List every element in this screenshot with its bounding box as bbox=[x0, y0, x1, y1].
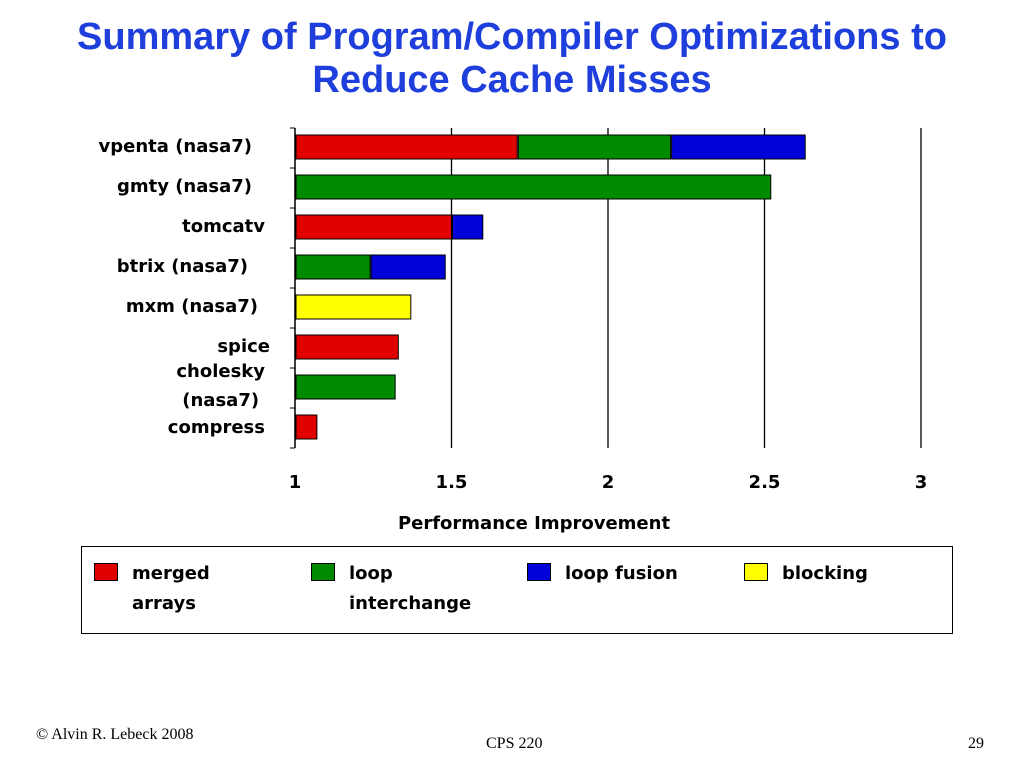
bar-0-segment-0 bbox=[295, 134, 518, 160]
category-label-7: compress bbox=[167, 417, 265, 438]
bar-4-segment-0 bbox=[295, 294, 412, 320]
footer-page-number: 29 bbox=[968, 735, 984, 752]
category-label-1: gmty (nasa7) bbox=[116, 176, 252, 197]
bar-3-segment-0 bbox=[295, 254, 371, 280]
slide-title-line-1: Summary of Program/Compiler Optimization… bbox=[77, 16, 947, 58]
bar-2-segment-1 bbox=[452, 214, 484, 240]
bar-6-segment-0 bbox=[295, 374, 396, 400]
bar-0-segment-1 bbox=[517, 134, 672, 160]
chart-legend: merged arrays loop interchange loop fusi… bbox=[81, 546, 953, 634]
category-label-6: cholesky (nasa7) bbox=[176, 361, 265, 411]
x-tick-label-4: 3 bbox=[915, 472, 928, 493]
category-label-4: mxm (nasa7) bbox=[125, 296, 258, 317]
x-tick-label-0: 1 bbox=[289, 472, 302, 493]
bar-3-segment-1 bbox=[370, 254, 446, 280]
bar-5-segment-0 bbox=[295, 334, 399, 360]
legend-label-blocking: blocking bbox=[782, 563, 868, 584]
category-label-3: btrix (nasa7) bbox=[116, 256, 248, 277]
legend-label-loop-interchange: loop interchange bbox=[349, 563, 472, 614]
bar-7-segment-0 bbox=[295, 414, 318, 440]
bar-chart: 1 1.5 2 2.5 3 Performance Improvement bbox=[289, 127, 928, 534]
slide-title-line-2: Reduce Cache Misses bbox=[312, 59, 712, 101]
category-label-5: spice bbox=[217, 336, 270, 357]
legend-label-merged-arrays: merged arrays bbox=[132, 563, 210, 614]
category-label-0: vpenta (nasa7) bbox=[98, 136, 252, 157]
footer-copyright: © Alvin R. Lebeck 2008 bbox=[36, 726, 194, 743]
x-tick-label-3: 2.5 bbox=[749, 472, 781, 493]
x-axis-label: Performance Improvement bbox=[398, 513, 671, 534]
bar-2-segment-0 bbox=[295, 214, 452, 240]
x-tick-label-1: 1.5 bbox=[436, 472, 468, 493]
category-label-2: tomcatv bbox=[182, 216, 265, 237]
legend-swatch-blocking bbox=[744, 563, 768, 581]
footer-course: CPS 220 bbox=[486, 735, 543, 752]
legend-label-loop-fusion: loop fusion bbox=[565, 563, 678, 584]
legend-swatch-loop-interchange bbox=[311, 563, 335, 581]
x-tick-label-2: 2 bbox=[602, 472, 615, 493]
legend-swatch-merged-arrays bbox=[94, 563, 118, 581]
legend-swatch-loop-fusion bbox=[527, 563, 551, 581]
slide-title: Summary of Program/Compiler Optimization… bbox=[0, 16, 1024, 102]
bar-0-segment-2 bbox=[671, 134, 806, 160]
bar-1-segment-0 bbox=[295, 174, 772, 200]
